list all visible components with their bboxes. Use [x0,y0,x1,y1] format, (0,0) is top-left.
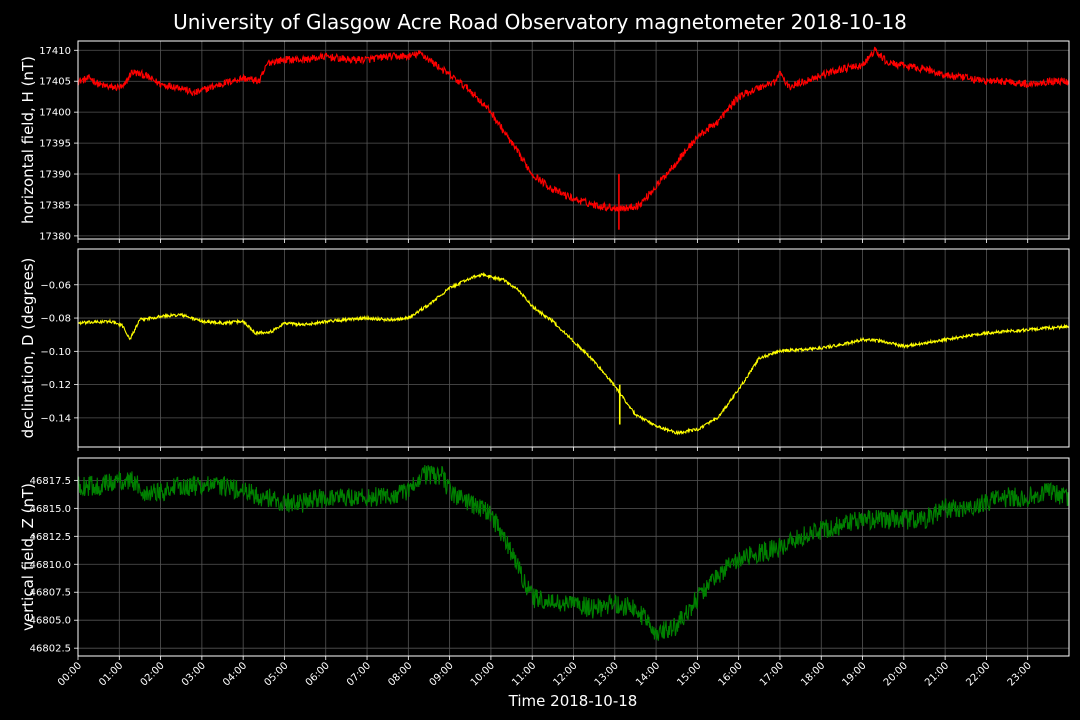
y-axis-label: declination, D (degrees) [19,258,37,439]
x-tick-label: 22:00 [964,660,992,688]
x-tick-label: 06:00 [304,660,332,688]
x-tick-label: 01:00 [97,660,125,688]
x-tick-label: 15:00 [675,660,703,688]
y-tick-label: 46815.0 [30,504,71,515]
x-tick-label: 10:00 [469,660,497,688]
x-tick-label: 17:00 [758,660,786,688]
x-tick-label: 00:00 [56,660,84,688]
y-tick-label: 17395 [39,139,71,150]
x-axis-label: Time 2018-10-18 [508,692,638,710]
series-line-D [78,272,1069,436]
y-tick-label: 46817.5 [30,476,71,487]
panel-frame [77,40,1070,240]
x-tick-label: 20:00 [882,660,910,688]
y-tick-label: −0.12 [40,380,71,391]
y-axis-label: vertical field, Z (nT) [19,483,37,631]
x-tick-label: 21:00 [923,660,951,688]
y-tick-label: 17400 [39,108,71,119]
x-tick-label: 08:00 [386,660,414,688]
y-tick-label: −0.06 [40,280,71,291]
y-tick-label: 17405 [39,77,71,88]
chart-title: University of Glasgow Acre Road Observat… [173,10,907,34]
y-tick-label: 46807.5 [30,588,71,599]
y-tick-label: 46805.0 [30,616,71,627]
x-tick-label: 12:00 [551,660,579,688]
y-tick-label: 46812.5 [30,532,71,543]
y-axis-label: horizontal field, H (nT) [19,56,37,224]
x-tick-label: 07:00 [345,660,373,688]
y-tick-label: 17380 [39,231,71,242]
x-tick-label: 11:00 [510,660,538,688]
series-line-H [78,46,1069,212]
x-tick-label: 13:00 [593,660,621,688]
x-tick-label: 03:00 [180,660,208,688]
x-tick-label: 09:00 [428,660,456,688]
y-tick-label: 46810.0 [30,560,71,571]
panel-frame [77,457,1070,657]
chart-panels: 17380 17385 17390 17395 17400 17405 17410horiz… [19,40,1070,660]
x-tick-label: 04:00 [221,660,249,688]
x-tick-label: 16:00 [717,660,745,688]
y-tick-label: 17385 [39,200,71,211]
panel-1: 17380 17385 17390 17395 17400 17405 17410horiz… [19,40,1070,243]
x-tick-label: 14:00 [634,660,662,688]
panel-frame [77,248,1070,448]
x-tick-label: 02:00 [139,660,167,688]
y-tick-label: −0.08 [40,314,71,325]
panel-3: 46802.5 46805.0 46807.5 46810.0 46812.5 46815… [19,457,1070,660]
y-tick-label: −0.14 [40,413,71,424]
series-line-Z [78,465,1069,641]
x-tick-label: 23:00 [1006,660,1034,688]
y-tick-label: 17390 [39,170,71,181]
x-tick-label: 18:00 [799,660,827,688]
y-tick-label: 46802.5 [30,644,71,655]
y-tick-label: −0.10 [40,347,71,358]
y-tick-label: 17410 [39,46,71,57]
x-tick-label: 05:00 [262,660,290,688]
x-tick-label: 19:00 [841,660,869,688]
x-axis: 00:00 01:00 02:00 03:00 04:00 05:00 06:00 07:00… [56,660,1034,688]
